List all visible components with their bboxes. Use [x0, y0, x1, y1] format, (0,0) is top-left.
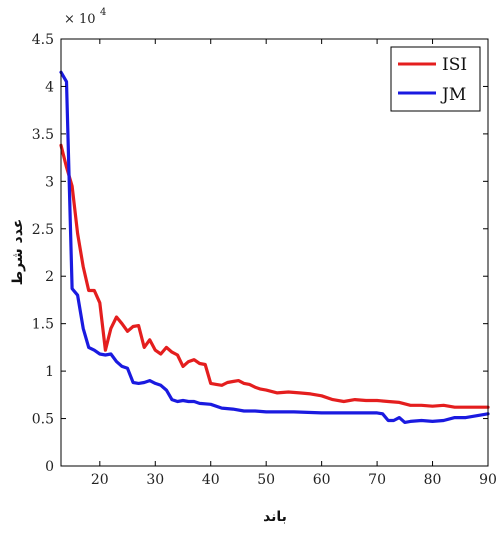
- y-tick-label: 3: [45, 174, 54, 190]
- x-axis-label: باند: [263, 509, 287, 525]
- y-tick-label: 1: [45, 364, 54, 380]
- legend: ISI JM: [390, 46, 481, 112]
- series-line-jm: [59, 70, 490, 424]
- x-tick-label: 20: [91, 472, 109, 488]
- y-axis-exponent: × 10 4: [64, 7, 106, 27]
- y-tick-label: 1.5: [32, 317, 54, 333]
- plot-border: [60, 38, 489, 467]
- legend-label-isi: ISI: [442, 55, 467, 75]
- y-tick-label: 0.5: [32, 412, 54, 428]
- ticks-layer: 20 30 40 50 60 70 80 90 0 0.5 1 1.5 2 2.5 3 3.5 4 4.5: [32, 32, 497, 488]
- x-tick-label: 40: [202, 472, 220, 488]
- x-tick-label: 30: [146, 472, 164, 488]
- legend-label-jm: JM: [440, 85, 466, 105]
- y-tick-label: 4.5: [32, 32, 54, 48]
- x-tick-label: 50: [257, 472, 275, 488]
- series-layer: [59, 70, 490, 424]
- x-tick-label: 80: [424, 472, 442, 488]
- y-tick-label: 2: [45, 269, 54, 285]
- y-tick-label: 3.5: [32, 127, 54, 143]
- exponent-power: 4: [100, 7, 106, 18]
- x-tick-label: 70: [368, 472, 386, 488]
- y-tick-label: 0: [45, 459, 54, 475]
- y-axis-label: عدد شرط: [10, 219, 26, 286]
- legend-box: [390, 46, 481, 112]
- x-tick-label: 60: [313, 472, 331, 488]
- series-line-isi: [59, 143, 490, 409]
- y-tick-label: 2.5: [32, 222, 54, 238]
- x-tick-label: 90: [479, 472, 497, 488]
- exponent-base: × 10: [64, 12, 96, 27]
- y-tick-label: 4: [45, 79, 54, 95]
